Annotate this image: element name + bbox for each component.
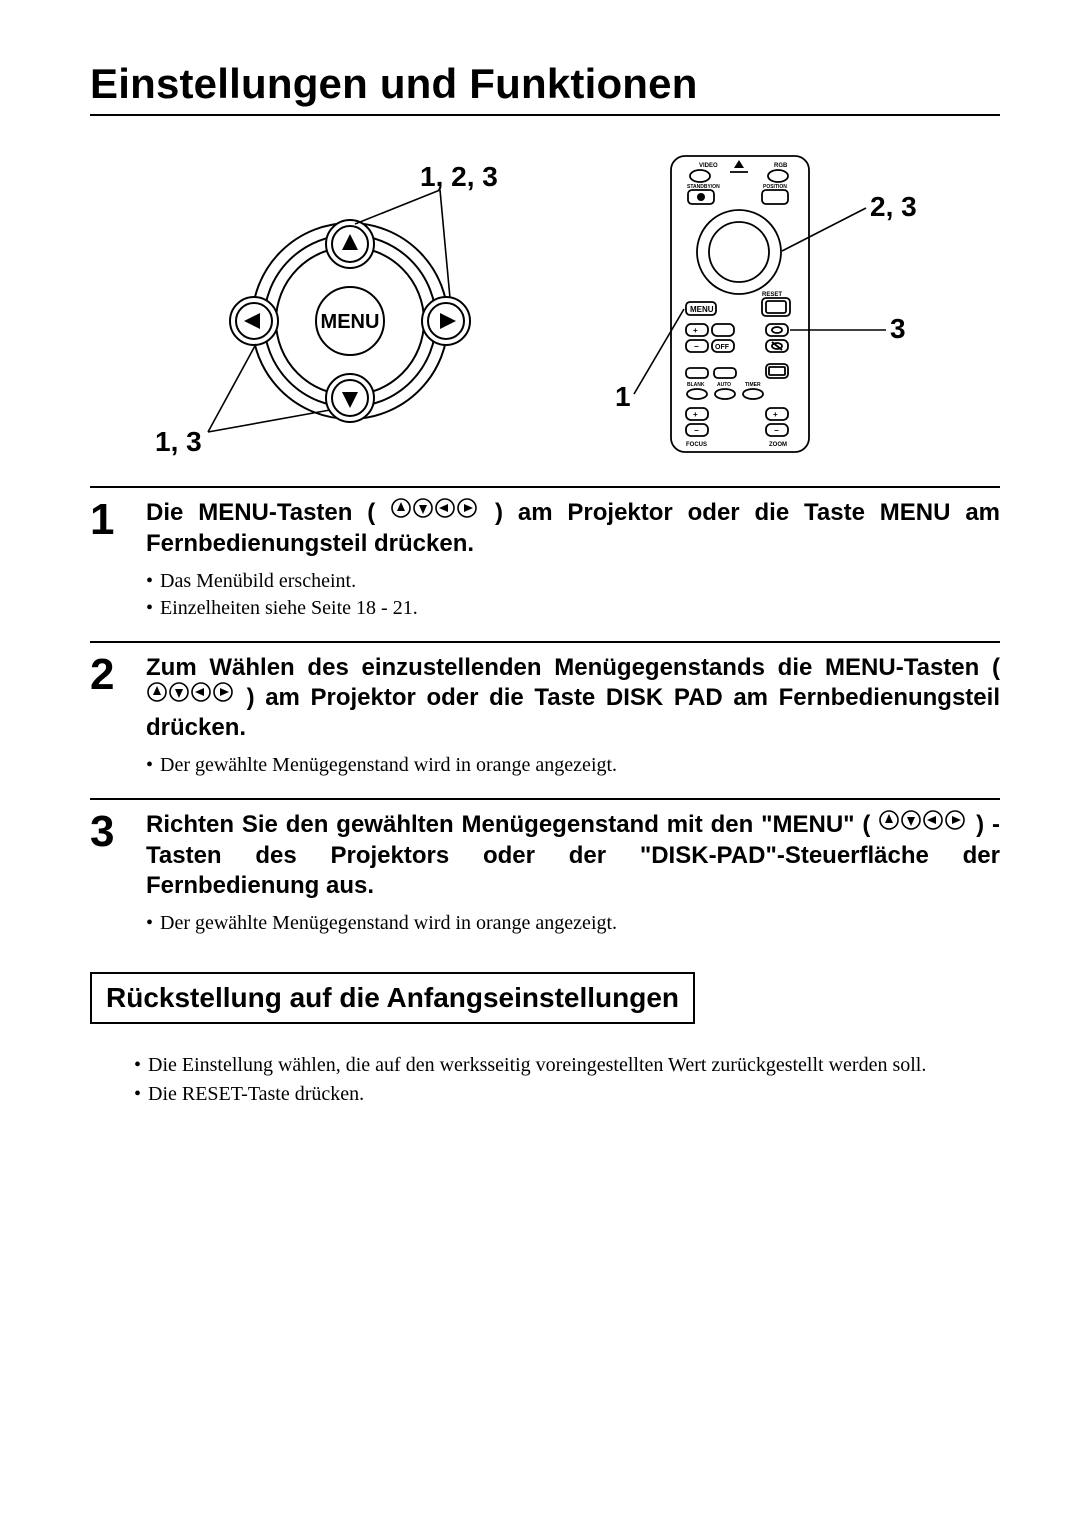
label-top: 1, 2, 3 bbox=[420, 161, 498, 192]
svg-text:OFF: OFF bbox=[715, 344, 730, 351]
step-number: 3 bbox=[90, 810, 124, 854]
step-body: Richten Sie den gewählten Menügegenstand… bbox=[146, 810, 1000, 942]
reset-title-box: Rückstellung auf die Anfangseinstellunge… bbox=[90, 972, 695, 1024]
step-divider bbox=[90, 798, 1000, 800]
svg-text:RGB: RGB bbox=[774, 163, 788, 169]
svg-text:BLANK: BLANK bbox=[687, 382, 705, 388]
svg-text:VIDEO: VIDEO bbox=[699, 163, 718, 169]
bullet-item: Einzelheiten siehe Seite 18 - 21. bbox=[146, 596, 1000, 621]
step-bullets: Das Menübild erscheint. Einzelheiten sie… bbox=[146, 569, 1000, 621]
step-3: 3 Richten Sie den gewählten Menügegensta… bbox=[90, 810, 1000, 942]
svg-text:RESET: RESET bbox=[762, 292, 782, 298]
reset-section: Rückstellung auf die Anfangseinstellunge… bbox=[90, 972, 1000, 1108]
document-page: Einstellungen und Funktionen MENU bbox=[0, 0, 1080, 1528]
leader-line bbox=[440, 190, 450, 298]
svg-text:ZOOM: ZOOM bbox=[769, 442, 787, 448]
step-1: 1 Die MENU-Tasten ( bbox=[90, 498, 1000, 627]
step-bullets: Der gewählte Menügegenstand wird in oran… bbox=[146, 753, 1000, 778]
svg-text:+: + bbox=[693, 410, 698, 419]
label-right-3: 1 bbox=[615, 381, 631, 412]
menu-label: MENU bbox=[321, 311, 380, 333]
svg-text:+: + bbox=[773, 410, 778, 419]
svg-text:POSITION: POSITION bbox=[763, 184, 787, 190]
step-bullets: Der gewählte Menügegenstand wird in oran… bbox=[146, 911, 1000, 936]
menu-left-button bbox=[230, 297, 278, 345]
step-head-post: ) am Projektor oder die Taste DISK PAD a… bbox=[146, 684, 1000, 742]
step-heading: Richten Sie den gewählten Menügegenstand… bbox=[146, 810, 1000, 901]
title-underline bbox=[90, 114, 1000, 116]
svg-text:MENU: MENU bbox=[690, 305, 714, 314]
remote-control: VIDEO RGB STANDBY/ON POSITION MENU RESET bbox=[671, 156, 809, 452]
leader-line bbox=[355, 190, 440, 224]
bullet-item: Der gewählte Menügegenstand wird in oran… bbox=[146, 911, 1000, 936]
label-bottom-left: 1, 3 bbox=[155, 426, 202, 457]
svg-text:TIMER: TIMER bbox=[745, 382, 761, 388]
step-heading: Die MENU-Tasten ( ) am Projektor oder di… bbox=[146, 498, 1000, 559]
page-title: Einstellungen und Funktionen bbox=[90, 60, 1000, 108]
step-divider bbox=[90, 641, 1000, 643]
svg-text:+: + bbox=[693, 326, 698, 335]
step-body: Die MENU-Tasten ( ) am Projektor oder di… bbox=[146, 498, 1000, 627]
direction-icons bbox=[146, 681, 236, 711]
step-number: 2 bbox=[90, 653, 124, 697]
step-heading: Zum Wählen des einzustellenden Menügegen… bbox=[146, 653, 1000, 744]
steps-list: 1 Die MENU-Tasten ( bbox=[90, 486, 1000, 942]
bullet-item: Der gewählte Menügegenstand wird in oran… bbox=[146, 753, 1000, 778]
direction-icons bbox=[390, 497, 480, 527]
step-head-pre: Zum Wählen des einzustellenden Menügegen… bbox=[146, 654, 1000, 681]
reset-bullets: Die Einstellung wählen, die auf den werk… bbox=[134, 1052, 1000, 1108]
svg-text:STANDBY/ON: STANDBY/ON bbox=[687, 184, 720, 190]
menu-right-button bbox=[422, 297, 470, 345]
diagram-area: MENU bbox=[90, 146, 990, 466]
svg-text:−: − bbox=[694, 426, 699, 435]
step-number: 1 bbox=[90, 498, 124, 542]
leader-line bbox=[208, 344, 256, 432]
svg-text:−: − bbox=[774, 426, 779, 435]
step-2: 2 Zum Wählen des einzustellenden Menügeg… bbox=[90, 653, 1000, 785]
label-right-1: 2, 3 bbox=[870, 191, 917, 222]
step-body: Zum Wählen des einzustellenden Menügegen… bbox=[146, 653, 1000, 785]
menu-down-button bbox=[326, 374, 374, 422]
leader-line bbox=[208, 410, 330, 432]
projector-control-panel: MENU bbox=[230, 220, 470, 422]
svg-text:FOCUS: FOCUS bbox=[686, 442, 707, 448]
step-divider bbox=[90, 486, 1000, 488]
bullet-item: Die RESET-Taste drücken. bbox=[134, 1081, 1000, 1108]
svg-text:AUTO: AUTO bbox=[717, 382, 731, 388]
diagram-svg: MENU bbox=[90, 146, 990, 466]
direction-icons bbox=[878, 809, 968, 839]
bullet-item: Das Menübild erscheint. bbox=[146, 569, 1000, 594]
step-head-pre: Die MENU-Tasten ( bbox=[146, 499, 375, 526]
menu-up-button bbox=[326, 220, 374, 268]
label-right-2: 3 bbox=[890, 313, 906, 344]
bullet-item: Die Einstellung wählen, die auf den werk… bbox=[134, 1052, 1000, 1079]
step-head-pre: Richten Sie den gewählten Menügegenstand… bbox=[146, 811, 870, 838]
svg-text:−: − bbox=[694, 342, 699, 351]
